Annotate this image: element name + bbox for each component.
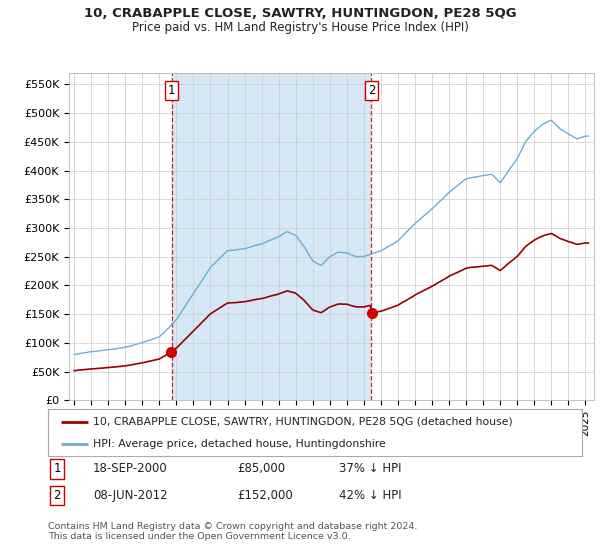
Text: 2: 2: [368, 85, 375, 97]
Text: 1: 1: [53, 462, 61, 475]
Text: 10, CRABAPPLE CLOSE, SAWTRY, HUNTINGDON, PE28 5QG: 10, CRABAPPLE CLOSE, SAWTRY, HUNTINGDON,…: [83, 7, 517, 20]
Text: Price paid vs. HM Land Registry's House Price Index (HPI): Price paid vs. HM Land Registry's House …: [131, 21, 469, 34]
Text: £85,000: £85,000: [237, 462, 285, 475]
Text: 10, CRABAPPLE CLOSE, SAWTRY, HUNTINGDON, PE28 5QG (detached house): 10, CRABAPPLE CLOSE, SAWTRY, HUNTINGDON,…: [94, 417, 513, 427]
Text: 37% ↓ HPI: 37% ↓ HPI: [339, 462, 401, 475]
Text: 42% ↓ HPI: 42% ↓ HPI: [339, 489, 401, 502]
Text: 2: 2: [53, 489, 61, 502]
Text: HPI: Average price, detached house, Huntingdonshire: HPI: Average price, detached house, Hunt…: [94, 438, 386, 449]
Bar: [172, 73, 371, 400]
Text: 18-SEP-2000: 18-SEP-2000: [93, 462, 168, 475]
Text: 1: 1: [168, 85, 175, 97]
Text: Contains HM Land Registry data © Crown copyright and database right 2024.
This d: Contains HM Land Registry data © Crown c…: [48, 522, 418, 542]
Text: £152,000: £152,000: [237, 489, 293, 502]
Text: 08-JUN-2012: 08-JUN-2012: [93, 489, 167, 502]
